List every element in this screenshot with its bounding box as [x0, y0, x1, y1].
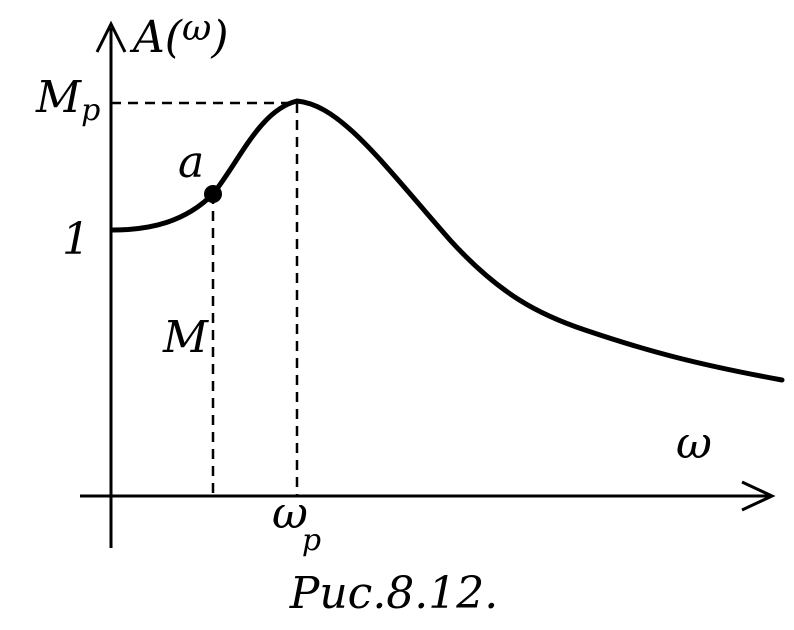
peak-value-label: Mp	[35, 72, 100, 128]
x-axis-label: ω	[676, 418, 712, 469]
point-a-marker	[204, 185, 222, 203]
point-value-label: M	[162, 312, 209, 363]
unity-label: 1	[62, 214, 90, 265]
y-axis-label: A(ω)	[129, 8, 228, 63]
figure-caption: Рис.8.12.	[289, 568, 499, 619]
y-axis-arrow	[95, 20, 127, 53]
point-a-label: a	[178, 137, 204, 188]
x-axis-arrow	[741, 480, 776, 512]
